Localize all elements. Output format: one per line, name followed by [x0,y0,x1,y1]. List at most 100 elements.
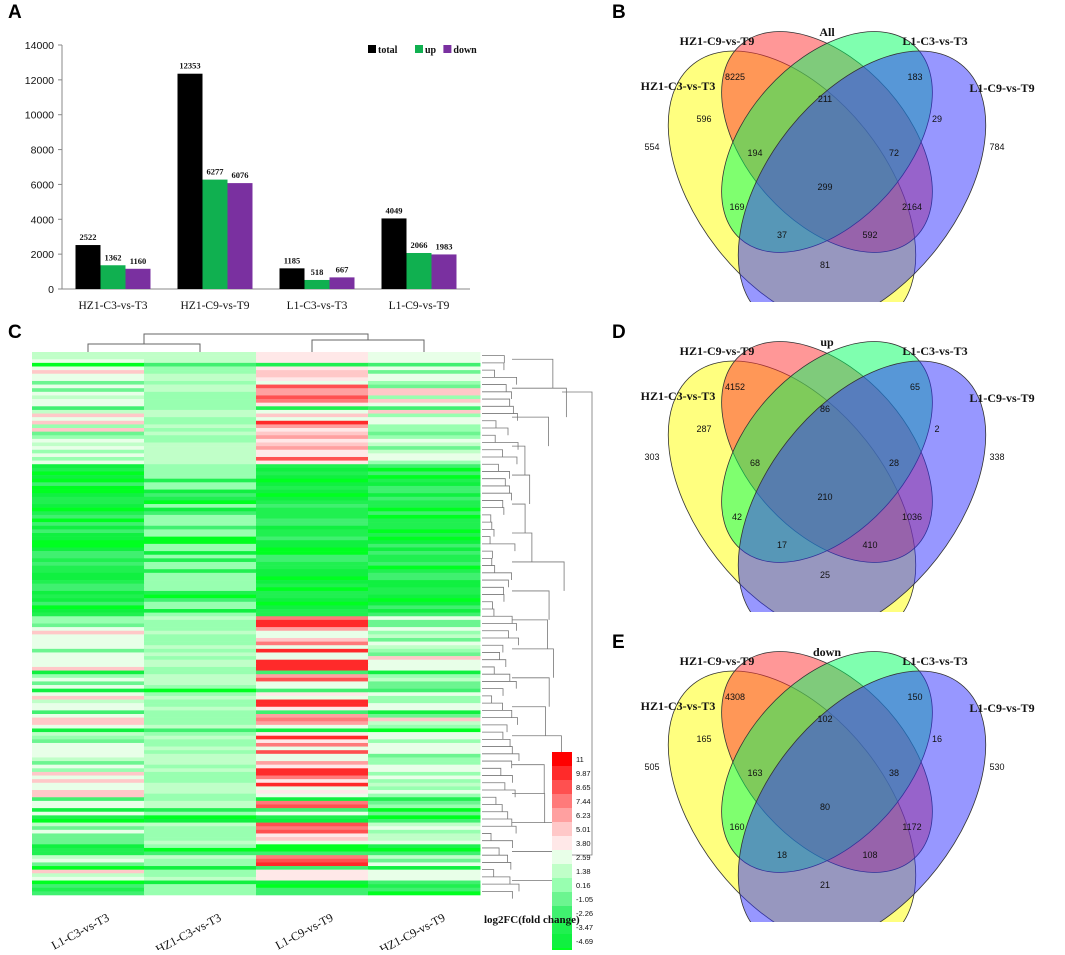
colorbar-title: log2FC(fold change) [484,914,580,926]
heatmap-cell [368,598,481,603]
heatmap-cell [32,482,145,487]
row-dendrogram-branch [482,630,509,638]
heatmap-cell [256,482,369,487]
heatmap-cell [256,431,369,436]
heatmap-cell [368,688,481,693]
heatmap-cell [368,739,481,744]
heatmap-cell [368,634,481,639]
heatmap-cell [144,402,257,407]
heatmap-rows [32,352,481,896]
heatmap-cell [256,797,369,802]
heatmap-cell [32,757,145,762]
heatmap-cell [368,612,481,617]
heatmap-cell [368,645,481,650]
bar-data-label: 518 [311,267,324,277]
heatmap-cell [32,858,145,863]
heatmap-cell [32,652,145,657]
heatmap-cell [368,362,481,367]
venn-set-label: HZ1-C3-vs-T3 [641,79,716,93]
heatmap-cell [144,645,257,650]
heatmap-cell [32,717,145,722]
heatmap-cell [368,435,481,440]
heatmap-cell [32,666,145,671]
heatmap-cell [144,732,257,737]
bar-down [125,268,151,289]
legend-swatch-total [368,45,376,53]
row-dendrogram-branch [482,659,507,667]
heatmap-cell [144,460,257,465]
heatmap-cell [368,804,481,809]
heatmap-cell [368,417,481,422]
venn-region-L3_L9: 16 [932,734,942,744]
heatmap-cell [256,829,369,834]
heatmap-cell [32,703,145,708]
heatmap-cell [368,666,481,671]
venn-region-C9_L3_L9: 72 [889,148,899,158]
x-tick-label: L1-C3-vs-T3 [287,300,348,312]
heatmap-cell [256,442,369,447]
heatmap-cell [256,576,369,581]
heatmap-cell [368,554,481,559]
row-dendrogram-branch [482,876,511,885]
heatmap-cell [256,391,369,396]
venn-region-L3_L9: 2 [934,424,939,434]
legend-label-up: up [425,45,437,56]
heatmap-cell [256,659,369,664]
venn-set-label: L1-C9-vs-T9 [969,701,1034,715]
venn-region-C3_C9_L3: 194 [747,148,762,158]
y-tick-label: 8000 [31,145,55,157]
row-dendrogram-branch [482,615,513,624]
bar-up [100,265,126,289]
heatmap-cell [256,489,369,494]
bar-data-label: 1362 [105,252,122,262]
venn-up: up HZ1-C3-vs-T3 HZ1-C9-vs-T9 L1-C3-vs-T3 L1-… [641,335,1035,612]
row-dendrogram-branch [482,485,510,494]
heatmap-cell [32,362,145,367]
heatmap-cell [256,753,369,758]
row-dendrogram-branch [512,793,546,823]
heatmap-cell [256,547,369,552]
heatmap-cell [32,786,145,791]
heatmap-cell [256,862,369,867]
heatmap-cell [32,815,145,820]
heatmap-cell [368,482,481,487]
heatmap-cell [368,395,481,400]
heatmap-cell [368,464,481,469]
heatmap-cell [144,388,257,393]
heatmap-cell [256,887,369,892]
heatmap-cell [368,800,481,805]
heatmap-cell [256,710,369,715]
heatmap-cell [32,677,145,682]
colorbar-tick-label: -2.26 [576,909,593,918]
row-dendrogram-branch [482,384,507,392]
row-dendrogram-branch [482,507,505,515]
heatmap-cell [256,891,369,896]
heatmap-cell [368,518,481,523]
heatmap-cell [144,362,257,367]
heatmap-cell [32,663,145,668]
heatmap-cell [256,866,369,870]
row-dendrogram-branch [482,637,519,646]
heatmap-cell [368,511,481,516]
venn-region-L9_only: 338 [989,452,1004,462]
venn-region-C9_only: 4152 [725,382,745,392]
heatmap-cell [32,359,145,364]
heatmap-cell [368,771,481,776]
heatmap-cell [368,764,481,769]
heatmap-cell [32,496,145,501]
heatmap-cell [32,685,145,689]
heatmap-cell [368,565,481,570]
heatmap-cell [32,467,145,472]
heatmap-cell [32,522,145,527]
heatmap-cell [144,456,257,461]
heatmap-cell [144,623,257,628]
heatmap-cell [256,685,369,689]
row-dendrogram-branch [482,521,493,530]
row-dendrogram-branch [512,387,567,418]
colorbar-tick-label: 2.59 [576,853,591,862]
heatmap-cell [144,413,257,418]
heatmap-cell [32,558,145,563]
heatmap-cell [368,735,481,740]
heatmap-cell [32,464,145,469]
heatmap-cell [256,590,369,595]
